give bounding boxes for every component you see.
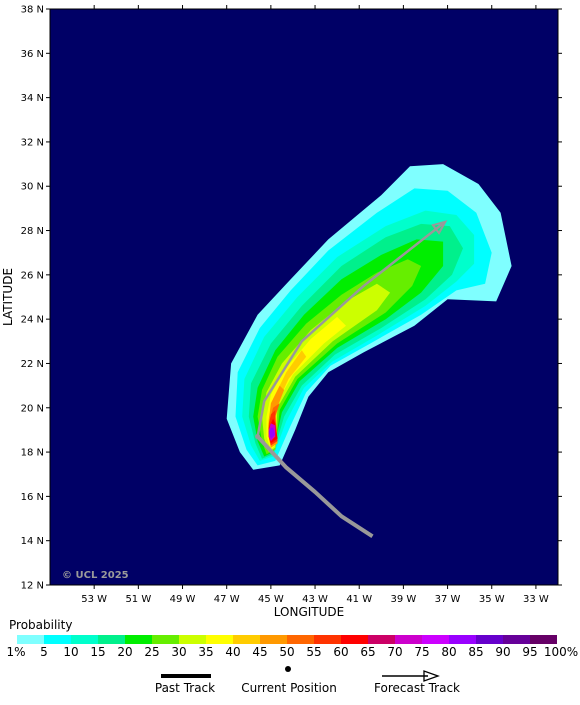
lat-tick-label: 28 N <box>21 226 44 237</box>
lon-tick-label: 49 W <box>170 594 196 605</box>
lon-tick-label: 51 W <box>125 594 151 605</box>
lat-tick-label: 16 N <box>21 492 44 503</box>
legend-title: Probability <box>9 618 73 632</box>
legend-label: 15 <box>90 645 106 659</box>
lon-tick-label: 53 W <box>81 594 107 605</box>
x-axis-title: LONGITUDE <box>274 605 344 619</box>
probability-field <box>50 9 558 585</box>
legend-label: 10 <box>63 645 79 659</box>
lat-tick-label: 30 N <box>21 182 44 193</box>
lat-tick-label: 32 N <box>21 137 44 148</box>
lon-tick-label: 41 W <box>346 594 372 605</box>
probability-contour-25 <box>257 259 422 455</box>
lon-tick-label: 35 W <box>479 594 505 605</box>
legend-label: 70 <box>387 645 403 659</box>
legend-label: 40 <box>225 645 241 659</box>
lon-tick-label: 45 W <box>258 594 284 605</box>
lon-tick-label: 47 W <box>214 594 240 605</box>
y-axis-title: LATITUDE <box>1 268 15 326</box>
legend-label: 25 <box>144 645 160 659</box>
legend-label: 85 <box>468 645 484 659</box>
current-position-marker <box>255 434 261 440</box>
current-position-dot-icon <box>285 666 291 672</box>
legend-label: 45 <box>252 645 268 659</box>
plot-frame <box>49 8 559 586</box>
legend-label: 80 <box>441 645 457 659</box>
probability-contour-80 <box>268 427 276 439</box>
legend-label: 30 <box>171 645 187 659</box>
lat-tick-label: 26 N <box>21 270 44 281</box>
legend-labels: 1% 5 10 15 20 25 30 35 40 45 50 55 60 65 70 75 80 85 90 95 1… <box>0 645 580 661</box>
past-track-label: Past Track <box>154 681 216 695</box>
legend-swatch <box>449 635 476 644</box>
legend-label: 65 <box>360 645 376 659</box>
past-track-line <box>256 435 374 538</box>
legend-label: 5 <box>40 645 48 659</box>
forecast-arrow-icon <box>423 670 440 682</box>
forecast-track-line <box>256 220 447 437</box>
legend-swatch <box>503 635 530 644</box>
lat-tick-label: 20 N <box>21 403 44 414</box>
legend-swatch <box>287 635 314 644</box>
lat-tick-label: 24 N <box>21 315 44 326</box>
legend-label: 50 <box>279 645 295 659</box>
lat-tick-label: 36 N <box>21 49 44 60</box>
legend-label: 20 <box>117 645 133 659</box>
lat-tick-label: 34 N <box>21 93 44 104</box>
lon-tick-label: 39 W <box>390 594 416 605</box>
legend-swatch <box>395 635 422 644</box>
forecast-track-label: Forecast Track <box>374 681 460 695</box>
legend-swatch <box>44 635 71 644</box>
map-axes: 12 N 14 N 16 N 18 N 20 N 22 N 24 N 26 N 28 N 30 N… <box>21 5 562 605</box>
lat-tick-label: 14 N <box>21 536 44 547</box>
lat-tick-label: 12 N <box>21 581 44 592</box>
legend-swatch <box>179 635 206 644</box>
lat-tick-label: 18 N <box>21 448 44 459</box>
legend-label: 95 <box>522 645 538 659</box>
legend-swatch <box>17 635 44 644</box>
forecast-arrow-head <box>431 220 448 235</box>
legend-swatch <box>341 635 368 644</box>
legend-swatch <box>368 635 395 644</box>
legend-label: 55 <box>306 645 322 659</box>
lat-tick-label: 22 N <box>21 359 44 370</box>
legend-swatch <box>206 635 233 644</box>
legend-swatch <box>125 635 152 644</box>
legend-swatch <box>260 635 287 644</box>
legend-label: 75 <box>414 645 430 659</box>
legend-swatch <box>422 635 449 644</box>
legend-swatch <box>233 635 260 644</box>
legend-label: 100% <box>543 645 579 659</box>
lon-tick-label: 43 W <box>302 594 328 605</box>
legend-color-bar <box>17 635 557 644</box>
legend-swatch <box>314 635 341 644</box>
copyright-label: © UCL 2025 <box>62 570 129 581</box>
lon-tick-label: 37 W <box>435 594 461 605</box>
legend-label: 60 <box>333 645 349 659</box>
lon-tick-label: 33 W <box>523 594 549 605</box>
lat-tick-label: 38 N <box>21 5 44 16</box>
legend-label: 1% <box>6 645 26 659</box>
legend-swatch <box>476 635 503 644</box>
legend-label: 90 <box>495 645 511 659</box>
legend-swatch <box>98 635 125 644</box>
legend-label: 35 <box>198 645 214 659</box>
legend-swatch <box>71 635 98 644</box>
current-position-label: Current Position <box>241 681 337 695</box>
storm-tracks <box>255 220 448 538</box>
legend-swatch <box>530 635 557 644</box>
legend-swatch <box>152 635 179 644</box>
